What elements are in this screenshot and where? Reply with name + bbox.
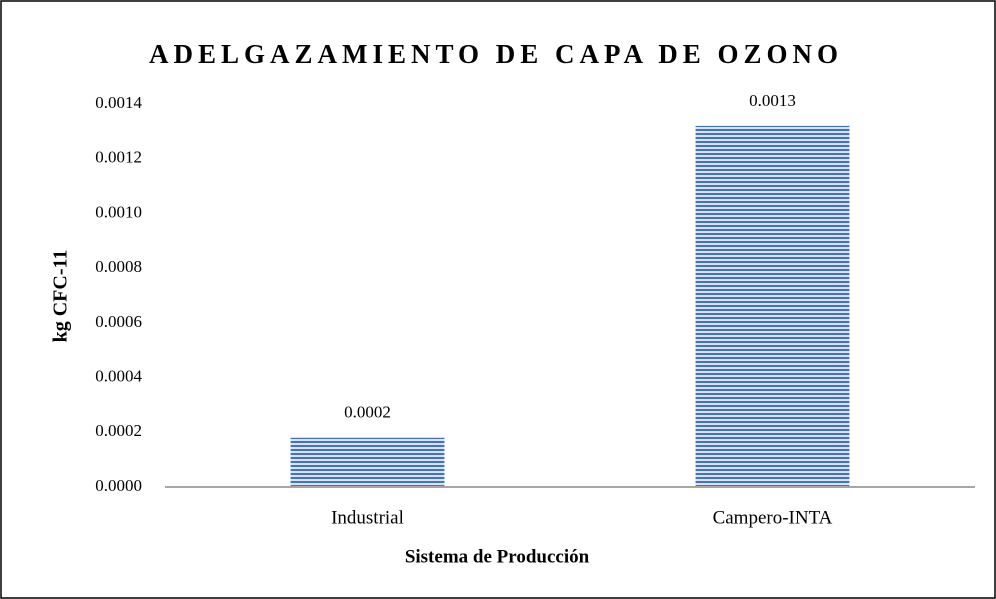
y-tick-label: 0.0004	[95, 366, 142, 385]
x-axis-label: Sistema de Producción	[405, 546, 590, 567]
x-tick-label: Industrial	[331, 507, 404, 528]
value-label: 0.0013	[749, 91, 796, 110]
y-tick-label: 0.0002	[95, 421, 142, 440]
y-tick-label: 0.0000	[95, 476, 142, 495]
y-tick-label: 0.0012	[95, 148, 142, 167]
chart-title: ADELGAZAMIENTO DE CAPA DE OZONO	[149, 39, 843, 69]
y-tick-label: 0.0006	[95, 312, 142, 331]
y-axis-label: kg CFC-11	[50, 250, 72, 343]
y-tick-label: 0.0008	[95, 257, 142, 276]
x-tick-label: Campero-INTA	[713, 507, 833, 528]
y-tick-label: 0.0010	[95, 202, 142, 221]
value-label: 0.0002	[344, 403, 391, 422]
y-tick-label: 0.0014	[95, 93, 142, 112]
bar	[695, 125, 850, 487]
bar	[290, 437, 445, 487]
